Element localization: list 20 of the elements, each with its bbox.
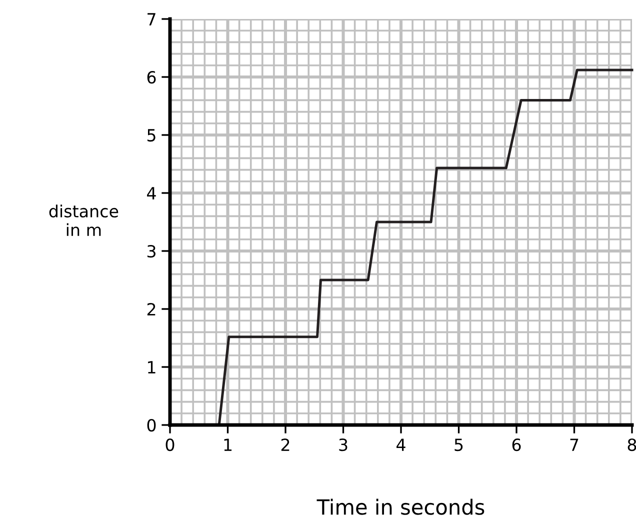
line-series xyxy=(218,68,634,426)
y-tick-label: 1 xyxy=(148,361,156,374)
y-tick-label: 4 xyxy=(147,187,156,200)
x-tick-label: 1 xyxy=(224,438,232,451)
x-tick-label: 2 xyxy=(281,438,290,451)
x-tick-label: 3 xyxy=(339,438,348,452)
x-axis-title: Time in seconds xyxy=(316,498,484,515)
y-axis-title: distance in m xyxy=(49,204,118,236)
y-tick-label: 7 xyxy=(148,13,156,26)
y-tick-label: 0 xyxy=(147,418,156,432)
y-tick-label: 5 xyxy=(147,129,156,142)
x-tick-label: 7 xyxy=(570,438,578,451)
y-tick-label: 3 xyxy=(147,244,156,258)
x-tick-label: 4 xyxy=(396,438,406,451)
y-tick-label: 2 xyxy=(147,302,156,316)
y-tick-label: 6 xyxy=(147,70,156,84)
x-tick-label: 0 xyxy=(166,438,174,452)
x-tick-label: 8 xyxy=(628,438,636,452)
x-tick-label: 5 xyxy=(454,438,463,452)
x-tick-label: 6 xyxy=(512,438,521,452)
